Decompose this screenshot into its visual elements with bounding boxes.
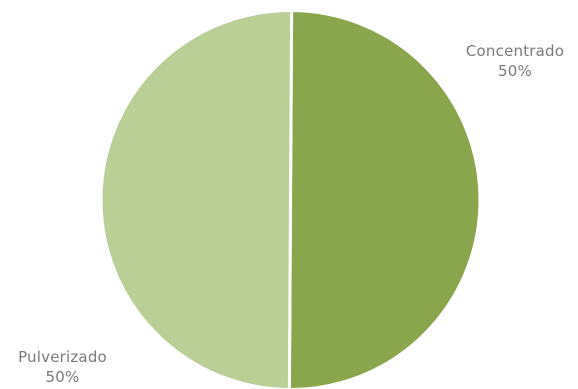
slice-name-concentrado: Concentrado <box>465 42 565 60</box>
pie-slice-pulverizado <box>99 9 294 389</box>
slice-label-concentrado: Concentrado 50% <box>448 41 578 81</box>
slice-percent-concentrado: 50% <box>498 62 532 80</box>
slice-name-pulverizado: Pulverizado <box>18 348 107 366</box>
slice-percent-pulverizado: 50% <box>45 368 80 386</box>
slice-label-pulverizado: Pulverizado 50% <box>0 347 125 387</box>
pie-slice-concentrado <box>287 9 482 389</box>
